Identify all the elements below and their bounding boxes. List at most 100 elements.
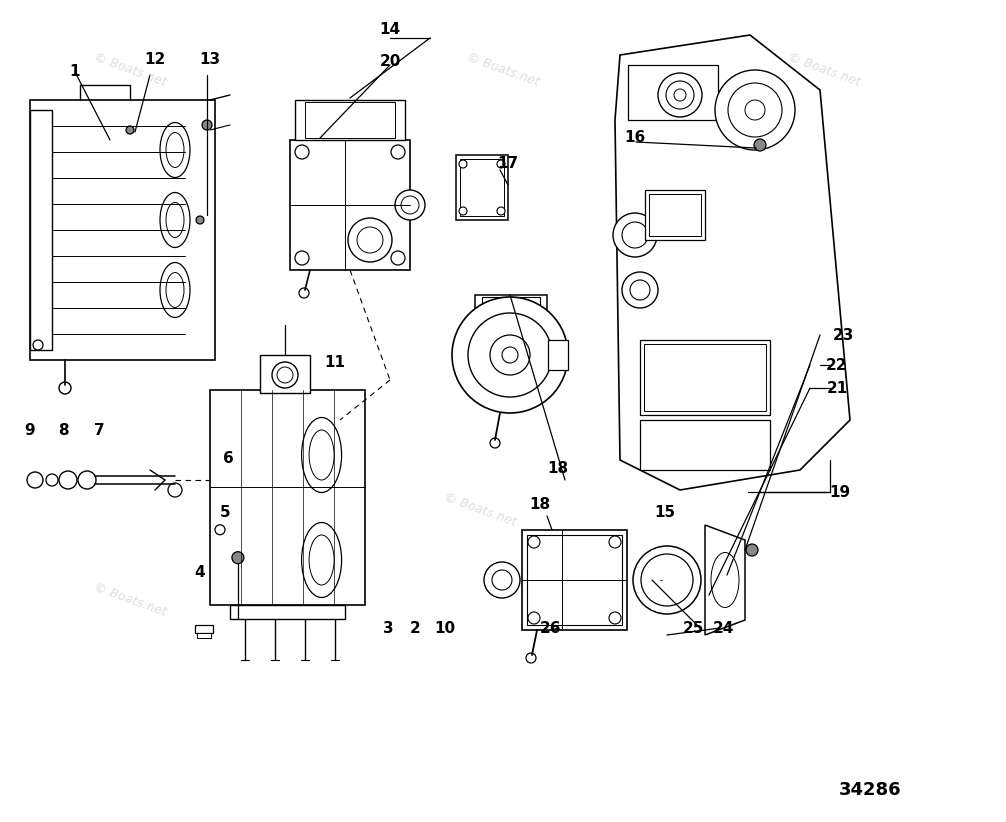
Circle shape <box>502 347 518 363</box>
Text: 25: 25 <box>682 621 703 635</box>
Circle shape <box>492 570 512 590</box>
Circle shape <box>613 213 657 257</box>
Bar <box>195 625 213 633</box>
Bar <box>456 155 508 220</box>
Circle shape <box>497 160 505 168</box>
Circle shape <box>490 335 530 375</box>
Circle shape <box>490 438 500 448</box>
Bar <box>640 420 770 470</box>
Circle shape <box>746 544 758 556</box>
Circle shape <box>46 474 58 486</box>
Polygon shape <box>705 525 745 635</box>
Circle shape <box>401 196 420 214</box>
Text: 23: 23 <box>832 327 854 343</box>
Bar <box>460 159 504 216</box>
Circle shape <box>459 160 467 168</box>
Ellipse shape <box>166 273 184 307</box>
Ellipse shape <box>166 202 184 238</box>
Text: 10: 10 <box>435 621 456 635</box>
Text: 3: 3 <box>382 621 393 635</box>
Circle shape <box>168 483 182 497</box>
Text: 24: 24 <box>712 621 733 635</box>
Ellipse shape <box>160 122 190 178</box>
Circle shape <box>641 554 693 606</box>
Circle shape <box>277 367 293 383</box>
Text: © Boats.net: © Boats.net <box>786 51 862 89</box>
Bar <box>197 633 211 638</box>
Bar <box>260 355 310 393</box>
Text: 34286: 34286 <box>839 781 901 799</box>
Text: © Boats.net: © Boats.net <box>92 51 168 89</box>
Circle shape <box>395 190 425 220</box>
Text: 26: 26 <box>540 621 561 635</box>
Circle shape <box>728 83 782 137</box>
Circle shape <box>126 126 134 134</box>
Text: 7: 7 <box>94 423 105 437</box>
Bar <box>644 344 766 411</box>
Text: 18: 18 <box>529 496 550 511</box>
Circle shape <box>528 536 540 548</box>
Text: 21: 21 <box>826 381 848 395</box>
Circle shape <box>33 340 43 350</box>
Text: 6: 6 <box>222 450 233 465</box>
Circle shape <box>745 100 765 120</box>
Circle shape <box>497 207 505 215</box>
Bar <box>640 340 770 415</box>
Bar <box>30 100 215 360</box>
Circle shape <box>391 251 405 265</box>
Bar <box>628 65 718 120</box>
Bar <box>482 297 540 347</box>
Text: 19: 19 <box>829 484 850 500</box>
Circle shape <box>658 73 702 117</box>
Circle shape <box>202 120 212 130</box>
Text: 5: 5 <box>219 505 230 520</box>
Circle shape <box>622 272 658 308</box>
Text: 17: 17 <box>497 156 518 172</box>
Circle shape <box>272 362 298 388</box>
Text: 18: 18 <box>547 460 568 475</box>
Text: 1: 1 <box>69 64 80 80</box>
Circle shape <box>459 207 467 215</box>
Bar <box>230 605 345 619</box>
Circle shape <box>528 612 540 624</box>
Bar <box>522 530 627 630</box>
Text: 14: 14 <box>379 22 400 38</box>
Circle shape <box>27 472 43 488</box>
Bar <box>475 295 547 350</box>
Ellipse shape <box>711 552 739 607</box>
Text: 8: 8 <box>57 423 68 437</box>
Text: 12: 12 <box>145 53 166 67</box>
Ellipse shape <box>160 192 190 247</box>
Text: © Boats.net: © Boats.net <box>465 51 541 89</box>
Bar <box>548 340 568 370</box>
Ellipse shape <box>302 418 342 492</box>
Circle shape <box>196 216 204 224</box>
Circle shape <box>468 313 552 397</box>
Circle shape <box>232 552 243 564</box>
Circle shape <box>295 251 309 265</box>
Circle shape <box>215 524 225 535</box>
Bar <box>30 110 52 350</box>
Text: 16: 16 <box>625 131 646 145</box>
Bar <box>527 535 622 625</box>
Circle shape <box>484 562 520 598</box>
Text: © Boats.net: © Boats.net <box>92 581 168 619</box>
Bar <box>290 140 410 270</box>
Ellipse shape <box>160 262 190 317</box>
Text: 4: 4 <box>195 565 205 580</box>
Circle shape <box>59 382 71 394</box>
Text: 15: 15 <box>655 505 676 520</box>
Circle shape <box>715 70 795 150</box>
Circle shape <box>754 139 766 151</box>
Circle shape <box>348 218 392 262</box>
Circle shape <box>633 546 701 614</box>
Circle shape <box>666 81 694 109</box>
Circle shape <box>391 145 405 159</box>
Text: 13: 13 <box>199 53 220 67</box>
Ellipse shape <box>309 535 334 585</box>
Circle shape <box>622 222 648 248</box>
Bar <box>645 190 705 240</box>
Circle shape <box>630 280 650 300</box>
Bar <box>295 100 405 140</box>
Polygon shape <box>615 35 850 490</box>
